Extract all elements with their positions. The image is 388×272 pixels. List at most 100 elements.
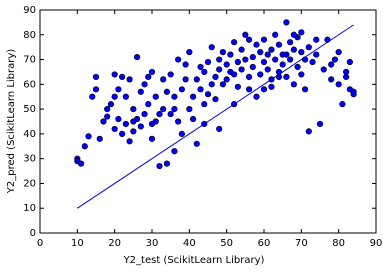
scatter-point xyxy=(115,115,122,123)
scatter-point xyxy=(328,61,335,68)
y-tick-label: 40 xyxy=(23,129,36,140)
scatter-point xyxy=(290,46,297,53)
y-tick-label: 70 xyxy=(23,55,36,66)
x-tick-label: 40 xyxy=(183,238,196,249)
scatter-point xyxy=(92,86,100,93)
scatter-point xyxy=(141,110,148,118)
scatter-point xyxy=(331,56,339,63)
scatter-point xyxy=(201,68,208,76)
scatter-point xyxy=(148,68,156,76)
scatter-point xyxy=(208,44,215,51)
scatter-point xyxy=(130,118,137,125)
scatter-point xyxy=(298,29,305,36)
scatter-point xyxy=(115,86,122,93)
scatter-point xyxy=(305,128,312,135)
scatter-point xyxy=(126,76,133,83)
scatter-point xyxy=(111,125,118,133)
scatter-point xyxy=(313,51,320,58)
plot-frame xyxy=(39,9,377,234)
scatter-point xyxy=(242,31,249,38)
scatter-point xyxy=(126,138,133,145)
scatter-point xyxy=(242,56,249,63)
scatter-point xyxy=(122,120,129,128)
scatter-point xyxy=(130,128,137,135)
scatter-point xyxy=(212,73,219,80)
scatter-point xyxy=(350,91,357,98)
scatter-point xyxy=(163,88,171,95)
scatter-point xyxy=(119,73,126,80)
scatter-point xyxy=(104,106,111,113)
scatter-point xyxy=(107,101,115,108)
scatter-point xyxy=(283,19,290,26)
scatter-point xyxy=(290,81,297,88)
scatter-point xyxy=(305,44,312,51)
scatter-point xyxy=(253,41,260,48)
scatter-point xyxy=(122,93,129,100)
scatter-point xyxy=(253,93,260,100)
scatter-point xyxy=(111,93,118,100)
scatter-point xyxy=(316,120,324,128)
scatter-point xyxy=(309,58,316,66)
scatter-point xyxy=(148,135,156,142)
scatter-point xyxy=(313,36,320,43)
scatter-point xyxy=(343,73,350,80)
x-tick-label: 80 xyxy=(332,238,345,249)
scatter-point xyxy=(272,31,279,38)
scatter-point xyxy=(346,58,353,66)
scatter-point xyxy=(238,66,245,73)
scatter-point xyxy=(92,73,100,80)
scatter-point xyxy=(77,160,85,167)
scatter-point xyxy=(257,49,264,56)
scatter-point xyxy=(279,61,286,68)
scatter-point xyxy=(238,46,245,53)
scatter-point xyxy=(287,56,294,63)
scatter-point xyxy=(133,53,141,61)
scatter-point xyxy=(283,73,290,80)
scatter-point xyxy=(275,73,283,80)
scatter-point xyxy=(111,71,118,78)
scatter-point xyxy=(178,130,185,137)
scatter-point xyxy=(298,71,305,78)
scatter-point xyxy=(231,71,238,78)
scatter-point xyxy=(264,66,271,73)
x-tick-label: 30 xyxy=(146,238,159,249)
scatter-point xyxy=(137,123,144,130)
scatter-point xyxy=(268,83,275,90)
scatter-point xyxy=(167,71,174,78)
scatter-point xyxy=(245,73,253,80)
y-tick-label: 50 xyxy=(23,104,36,115)
scatter-point xyxy=(223,76,230,83)
x-tick-label: 60 xyxy=(258,238,271,249)
scatter-point xyxy=(201,120,208,128)
scatter-point xyxy=(260,36,268,43)
scatter-point xyxy=(287,39,294,46)
scatter-point xyxy=(324,36,331,43)
scatter-point xyxy=(201,101,208,108)
y-tick-label: 10 xyxy=(23,203,36,214)
y-tick-label: 60 xyxy=(23,79,36,90)
y-axis-label: Y2_pred (ScikitLearn Library) xyxy=(6,49,17,194)
scatter-point xyxy=(268,76,275,83)
scatter-point xyxy=(260,58,268,66)
scatter-point xyxy=(156,110,163,118)
scatter-point xyxy=(152,118,159,125)
y-tick-label: 30 xyxy=(23,154,36,165)
scatter-point xyxy=(328,76,335,83)
y-tick-label: 20 xyxy=(23,178,36,189)
scatter-point xyxy=(189,115,197,123)
scatter-point xyxy=(216,66,223,73)
scatter-point xyxy=(268,46,275,53)
scatter-point xyxy=(219,81,227,88)
scatter-point xyxy=(186,49,193,56)
scatter-point xyxy=(204,91,212,98)
scatter-point xyxy=(178,86,185,93)
scatter-point xyxy=(156,163,163,170)
scatter-point xyxy=(208,81,215,88)
scatter-point xyxy=(81,143,88,150)
scatter-point xyxy=(245,36,253,43)
scatter-point xyxy=(193,140,200,147)
x-tick-label: 10 xyxy=(71,238,84,249)
scatter-point xyxy=(167,110,174,118)
scatter-point xyxy=(260,86,268,93)
